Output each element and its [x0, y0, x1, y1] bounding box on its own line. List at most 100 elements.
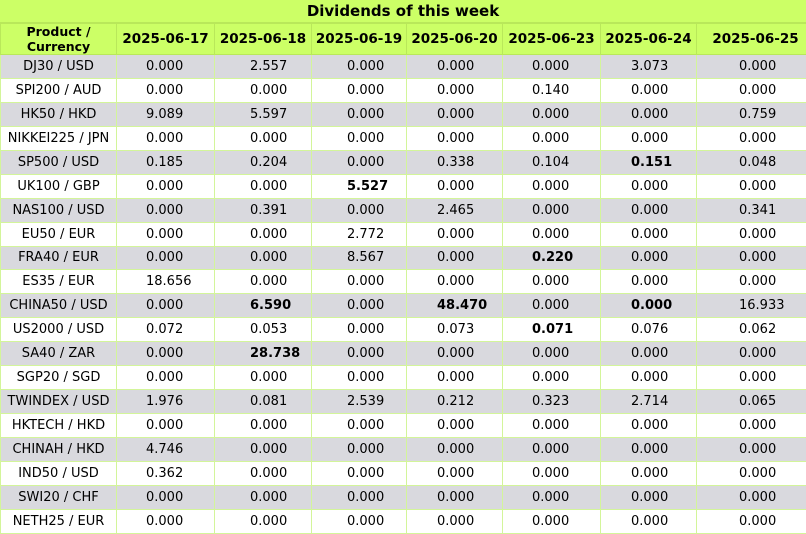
value-cell: 0.391 [215, 198, 312, 222]
dividend-value: 0.000 [503, 59, 569, 74]
value-cell: 8.567 [312, 246, 407, 270]
dividend-value: 0.000 [407, 418, 474, 433]
value-cell: 0.000 [601, 342, 697, 366]
value-cell: 0.000 [407, 414, 503, 438]
value-cell: 0.000 [697, 485, 806, 509]
value-cell: 28.738 [215, 342, 312, 366]
dividend-value: 0.000 [312, 490, 384, 505]
value-cell: 0.000 [697, 78, 806, 102]
value-cell: 0.000 [697, 461, 806, 485]
dividend-value: 0.323 [503, 394, 569, 409]
value-cell: 0.000 [312, 461, 407, 485]
dividend-value: 0.151 [601, 155, 672, 170]
value-cell: 0.000 [117, 126, 215, 150]
value-cell: 0.000 [117, 198, 215, 222]
dividend-value: 0.338 [407, 155, 474, 170]
value-cell: 0.000 [697, 174, 806, 198]
dividend-value: 0.000 [117, 227, 183, 242]
value-cell: 0.000 [407, 509, 503, 533]
value-cell: 0.081 [215, 390, 312, 414]
value-cell: 0.000 [215, 270, 312, 294]
dividend-value: 0.000 [601, 107, 668, 122]
dividend-value: 0.000 [601, 466, 668, 481]
dividend-value: 0.000 [697, 514, 776, 529]
value-cell: 0.000 [601, 174, 697, 198]
value-cell: 0.000 [117, 366, 215, 390]
value-cell: 0.000 [312, 342, 407, 366]
value-cell: 0.000 [312, 294, 407, 318]
dividend-value: 0.000 [697, 179, 776, 194]
dividend-value: 0.000 [697, 442, 776, 457]
value-cell: 0.000 [312, 414, 407, 438]
column-header-product: Product / Currency [1, 24, 117, 55]
value-cell: 5.527 [312, 174, 407, 198]
dividend-value: 1.976 [117, 394, 183, 409]
value-cell: 0.000 [215, 78, 312, 102]
dividend-value: 9.089 [117, 107, 183, 122]
dividend-value: 0.000 [601, 370, 668, 385]
value-cell: 0.071 [503, 318, 601, 342]
value-cell: 0.000 [697, 246, 806, 270]
dividend-value: 0.000 [503, 203, 569, 218]
value-cell: 3.073 [601, 55, 697, 79]
value-cell: 0.000 [215, 509, 312, 533]
value-cell: 0.185 [117, 150, 215, 174]
product-cell: SP500 / USD [1, 150, 117, 174]
value-cell: 1.976 [117, 390, 215, 414]
dividend-value: 4.746 [117, 442, 183, 457]
dividend-value: 28.738 [215, 346, 300, 361]
value-cell: 0.000 [601, 198, 697, 222]
value-cell: 48.470 [407, 294, 503, 318]
dividend-value: 0.000 [312, 298, 384, 313]
dividend-value: 0.341 [697, 203, 776, 218]
value-cell: 0.000 [601, 294, 697, 318]
dividend-value: 0.000 [215, 227, 287, 242]
value-cell: 0.000 [312, 102, 407, 126]
column-header-date: 2025-06-18 [215, 24, 312, 55]
dividend-value: 0.000 [503, 179, 569, 194]
value-cell: 0.000 [697, 366, 806, 390]
value-cell: 0.000 [407, 78, 503, 102]
product-cell: NIKKEI225 / JPN [1, 126, 117, 150]
dividend-value: 0.000 [407, 59, 474, 74]
value-cell: 0.000 [312, 150, 407, 174]
value-cell: 0.204 [215, 150, 312, 174]
value-cell: 0.220 [503, 246, 601, 270]
dividend-value: 0.000 [697, 250, 776, 265]
dividend-value: 0.076 [601, 322, 668, 337]
product-cell: DJ30 / USD [1, 55, 117, 79]
dividend-value: 0.204 [215, 155, 287, 170]
value-cell: 0.000 [503, 270, 601, 294]
dividend-value: 3.073 [601, 59, 668, 74]
value-cell: 0.000 [312, 485, 407, 509]
value-cell: 0.000 [601, 414, 697, 438]
dividend-value: 0.000 [601, 298, 672, 313]
dividend-value: 0.000 [215, 83, 287, 98]
dividend-value: 0.000 [117, 490, 183, 505]
dividend-value: 0.000 [697, 490, 776, 505]
dividend-value: 0.000 [697, 59, 776, 74]
dividend-value: 0.000 [407, 227, 474, 242]
dividend-value: 6.590 [215, 298, 291, 313]
value-cell: 0.000 [117, 414, 215, 438]
dividend-value: 0.000 [697, 274, 776, 289]
dividend-value: 0.000 [503, 490, 569, 505]
value-cell: 0.000 [407, 126, 503, 150]
dividend-value: 2.772 [312, 227, 384, 242]
column-header-date: 2025-06-24 [601, 24, 697, 55]
product-cell: HK50 / HKD [1, 102, 117, 126]
dividend-value: 0.000 [697, 370, 776, 385]
value-cell: 4.746 [117, 438, 215, 462]
value-cell: 0.000 [312, 270, 407, 294]
dividend-value: 0.000 [312, 274, 384, 289]
value-cell: 0.000 [215, 222, 312, 246]
dividend-value: 0.000 [601, 179, 668, 194]
dividend-value: 0.000 [503, 442, 569, 457]
dividend-value: 0.000 [503, 418, 569, 433]
